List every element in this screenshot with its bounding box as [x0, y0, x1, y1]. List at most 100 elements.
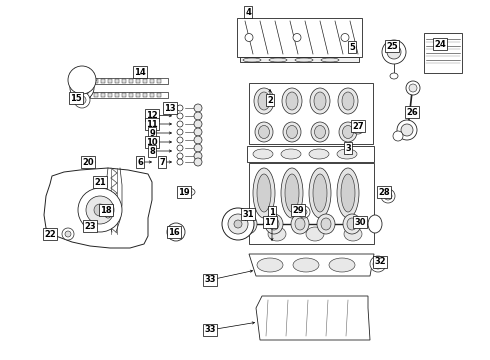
- Ellipse shape: [310, 88, 330, 114]
- Text: 10: 10: [146, 138, 158, 147]
- Bar: [94, 93, 98, 97]
- Bar: [157, 93, 161, 97]
- Ellipse shape: [253, 168, 275, 218]
- Circle shape: [177, 129, 183, 135]
- Circle shape: [167, 223, 185, 241]
- Ellipse shape: [315, 126, 325, 139]
- Ellipse shape: [321, 58, 339, 62]
- Text: 5: 5: [349, 42, 355, 51]
- Text: 1: 1: [269, 207, 275, 216]
- Text: 6: 6: [137, 158, 143, 166]
- Circle shape: [194, 144, 202, 152]
- Text: 15: 15: [70, 94, 82, 103]
- Bar: [150, 93, 154, 97]
- Bar: [157, 79, 161, 83]
- Text: 28: 28: [378, 188, 390, 197]
- Ellipse shape: [291, 214, 309, 234]
- Bar: [94, 79, 98, 83]
- Ellipse shape: [184, 190, 192, 194]
- Ellipse shape: [342, 92, 354, 110]
- Text: 33: 33: [204, 275, 216, 284]
- Circle shape: [194, 112, 202, 120]
- Bar: [108, 79, 112, 83]
- Ellipse shape: [347, 218, 357, 230]
- Text: 9: 9: [149, 129, 155, 138]
- Circle shape: [68, 66, 96, 94]
- Circle shape: [94, 204, 106, 216]
- Ellipse shape: [390, 73, 398, 79]
- Ellipse shape: [253, 149, 273, 159]
- Circle shape: [177, 153, 183, 159]
- Ellipse shape: [239, 214, 257, 234]
- Ellipse shape: [283, 122, 301, 142]
- Circle shape: [245, 33, 253, 41]
- Ellipse shape: [337, 149, 357, 159]
- Ellipse shape: [368, 215, 382, 233]
- Ellipse shape: [309, 149, 329, 159]
- Text: 26: 26: [406, 108, 418, 117]
- Ellipse shape: [281, 149, 301, 159]
- Text: 29: 29: [292, 206, 304, 215]
- Circle shape: [194, 136, 202, 144]
- Text: 20: 20: [82, 158, 94, 166]
- Circle shape: [194, 128, 202, 136]
- Circle shape: [293, 33, 301, 41]
- Circle shape: [381, 189, 395, 203]
- Ellipse shape: [258, 92, 270, 110]
- Ellipse shape: [295, 58, 313, 62]
- Ellipse shape: [313, 174, 327, 212]
- Text: 18: 18: [100, 206, 112, 215]
- Ellipse shape: [317, 214, 335, 234]
- Circle shape: [382, 40, 406, 64]
- Circle shape: [384, 192, 392, 200]
- Circle shape: [194, 120, 202, 128]
- Circle shape: [177, 113, 183, 119]
- Ellipse shape: [243, 218, 253, 230]
- Circle shape: [194, 158, 202, 166]
- Ellipse shape: [285, 174, 299, 212]
- Polygon shape: [249, 254, 374, 276]
- Circle shape: [401, 124, 413, 136]
- Polygon shape: [256, 296, 370, 340]
- Circle shape: [78, 188, 122, 232]
- Ellipse shape: [343, 126, 353, 139]
- Text: 21: 21: [94, 177, 106, 186]
- Ellipse shape: [341, 174, 355, 212]
- Text: 11: 11: [146, 120, 158, 129]
- Ellipse shape: [287, 126, 297, 139]
- Circle shape: [352, 122, 364, 134]
- Ellipse shape: [243, 58, 261, 62]
- Ellipse shape: [311, 122, 329, 142]
- Text: 19: 19: [178, 188, 190, 197]
- Bar: [249, 163, 374, 244]
- Circle shape: [234, 220, 242, 228]
- Bar: [101, 79, 105, 83]
- Ellipse shape: [338, 88, 358, 114]
- Circle shape: [171, 227, 181, 237]
- Text: 3: 3: [345, 144, 351, 153]
- Ellipse shape: [306, 227, 324, 241]
- Circle shape: [406, 81, 420, 95]
- Text: 23: 23: [84, 221, 96, 230]
- Ellipse shape: [286, 92, 298, 110]
- Bar: [424, 33, 462, 73]
- Text: 8: 8: [149, 147, 155, 156]
- Circle shape: [397, 120, 417, 140]
- Circle shape: [341, 33, 349, 41]
- Ellipse shape: [295, 218, 305, 230]
- Ellipse shape: [257, 174, 271, 212]
- Ellipse shape: [282, 88, 302, 114]
- Ellipse shape: [309, 168, 331, 218]
- Bar: [247, 146, 374, 162]
- Text: 2: 2: [267, 95, 273, 104]
- Text: 32: 32: [374, 257, 386, 266]
- Circle shape: [194, 104, 202, 112]
- Ellipse shape: [329, 258, 355, 272]
- Bar: [249, 83, 373, 144]
- Text: 4: 4: [245, 8, 251, 17]
- Text: 22: 22: [44, 230, 56, 239]
- Circle shape: [298, 206, 310, 218]
- Circle shape: [86, 196, 114, 224]
- Ellipse shape: [257, 258, 283, 272]
- Bar: [115, 79, 119, 83]
